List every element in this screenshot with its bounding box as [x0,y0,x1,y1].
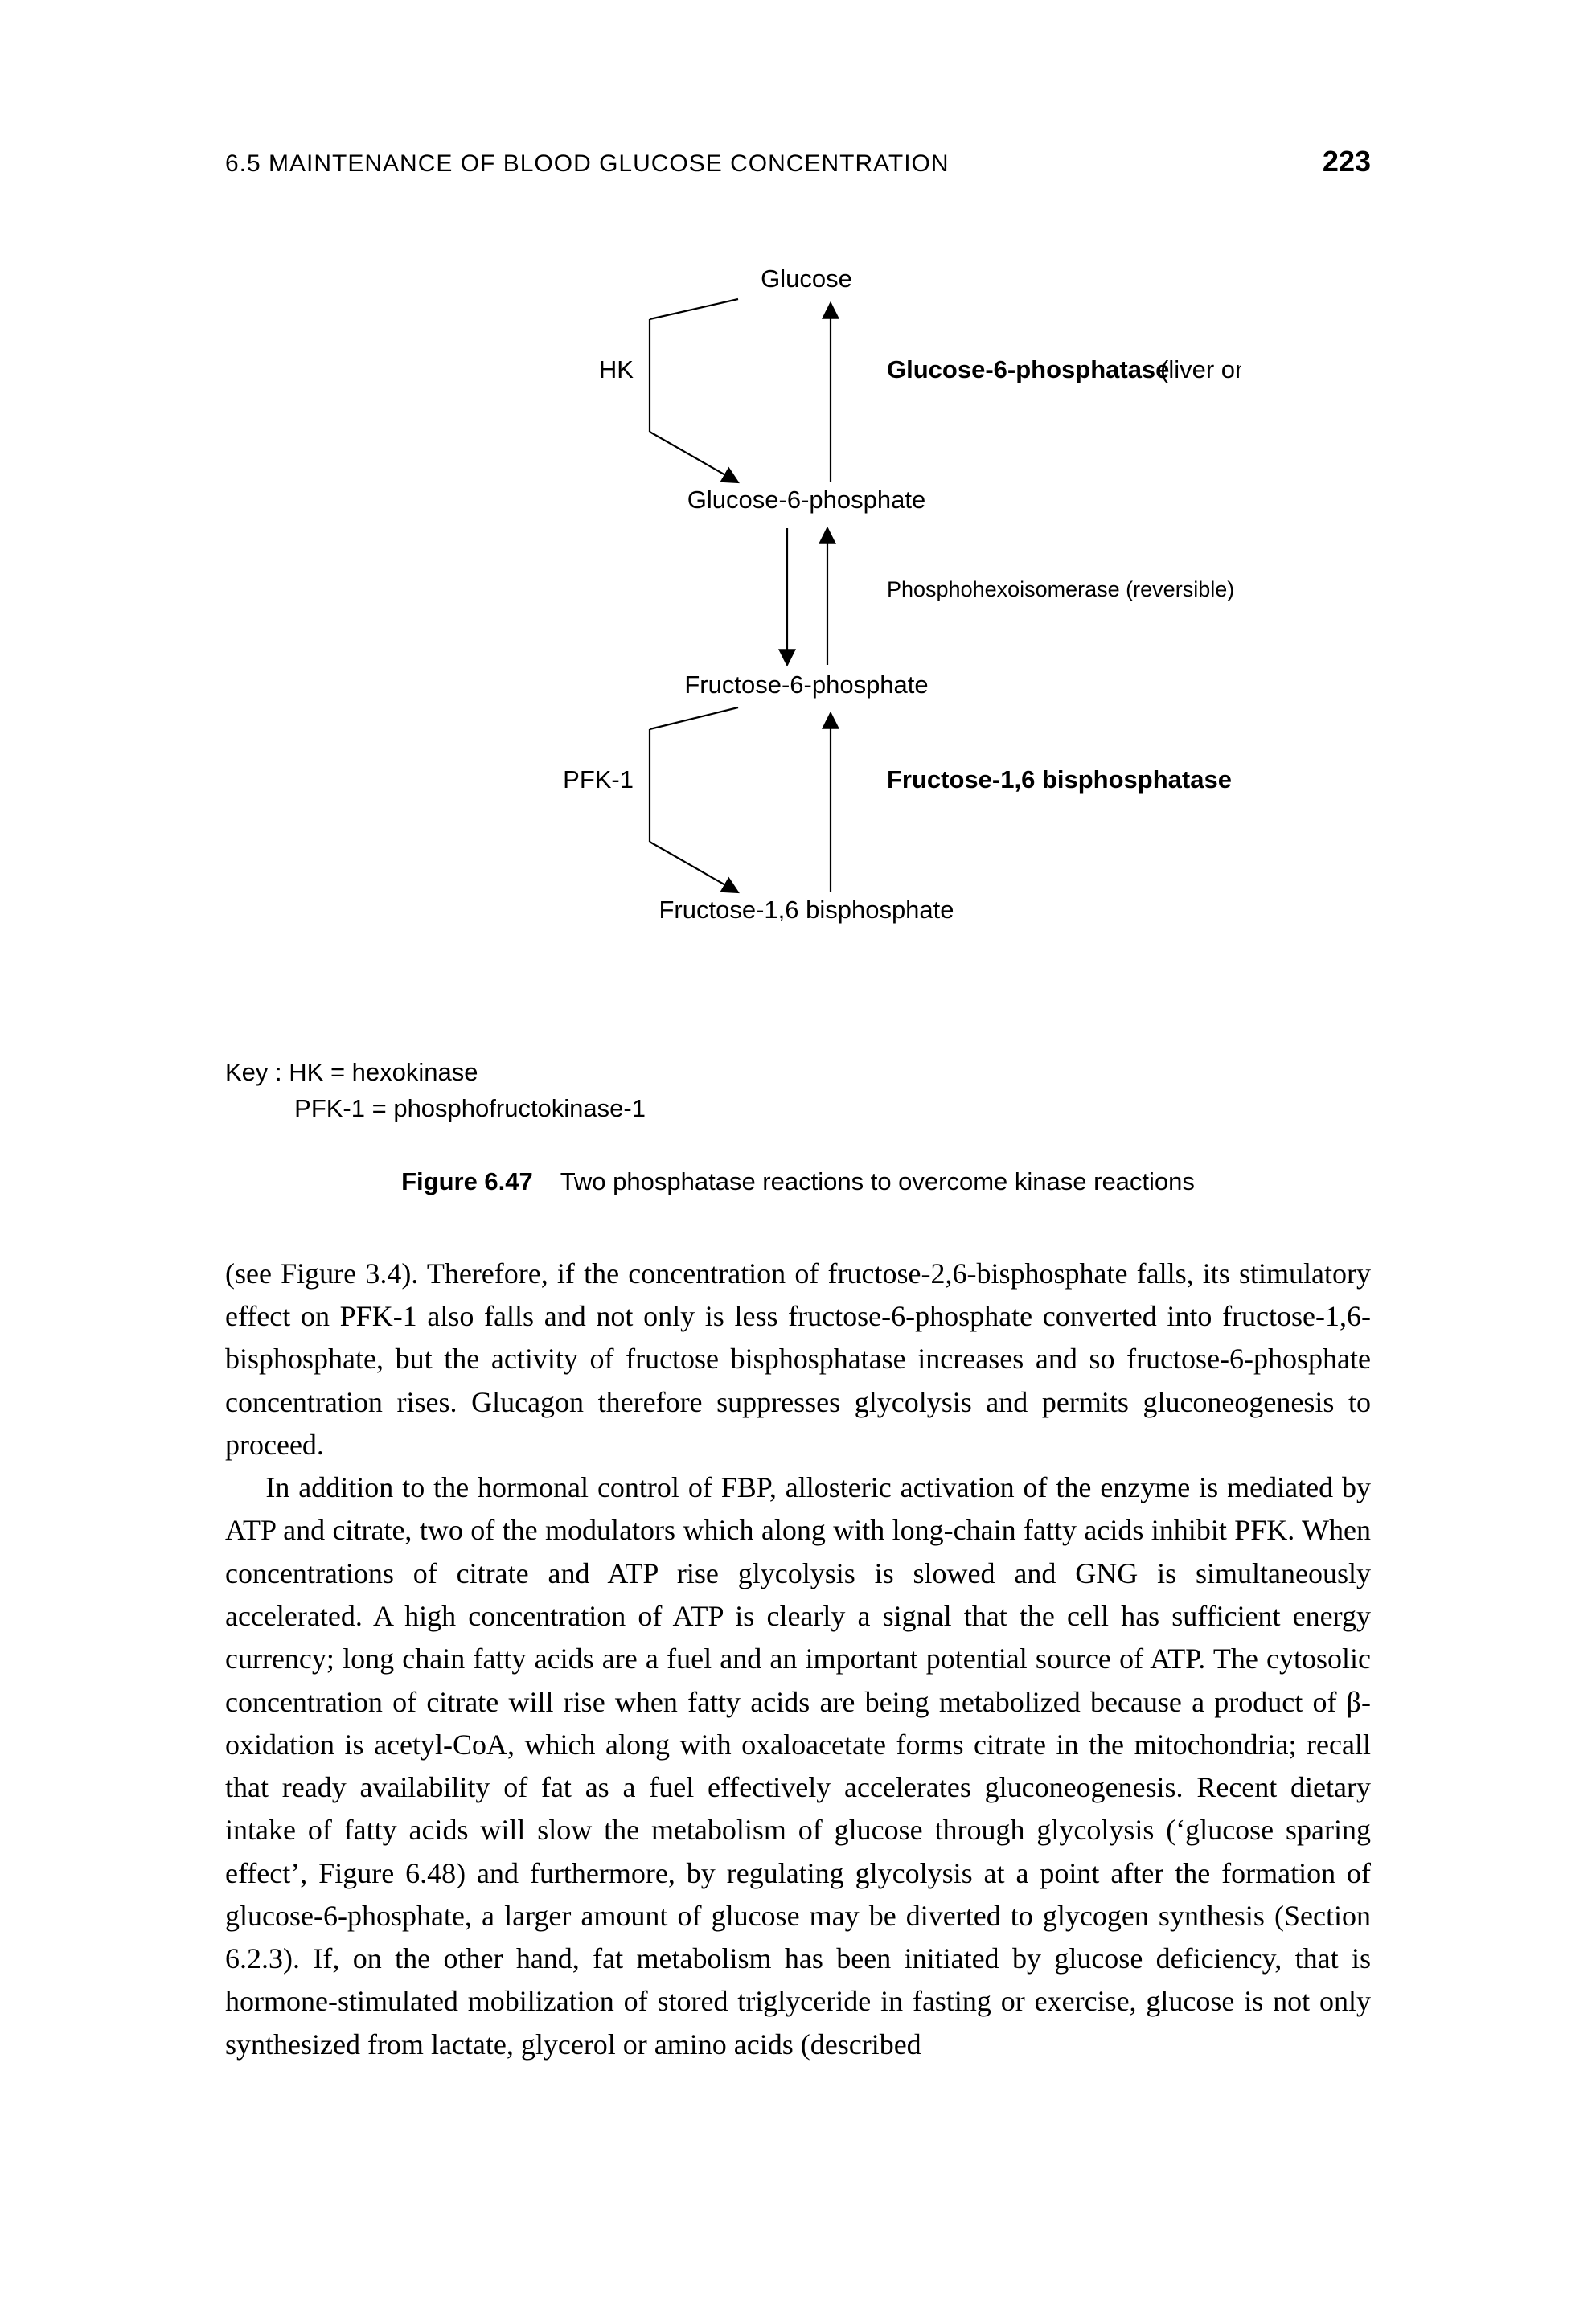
section-header: 6.5 MAINTENANCE OF BLOOD GLUCOSE CONCENT… [225,150,950,178]
figure-caption: Figure 6.47 Two phosphatase reactions to… [225,1167,1371,1196]
key-line-1: HK = hexokinase [289,1058,478,1086]
svg-text:Fructose-6-phosphate: Fructose-6-phosphate [684,670,928,699]
key-prefix: Key : [225,1058,282,1086]
svg-text:HK: HK [598,355,633,383]
svg-text:Glucose-6-phosphate: Glucose-6-phosphate [687,486,925,514]
svg-text:Fructose-1,6 bisphosphatase: Fructose-1,6 bisphosphatase [887,765,1232,794]
page-number: 223 [1323,145,1371,178]
figure-caption-text: Two phosphatase reactions to overcome ki… [560,1167,1195,1195]
running-header: 6.5 MAINTENANCE OF BLOOD GLUCOSE CONCENT… [225,145,1371,178]
diagram-key: Key : HK = hexokinase PFK-1 = phosphofru… [225,1055,1371,1127]
svg-text:PFK-1: PFK-1 [563,765,634,794]
paragraph-1: (see Figure 3.4). Therefore, if the conc… [225,1253,1371,1466]
svg-text:Glucose: Glucose [761,265,852,293]
svg-text:Glucose-6-phosphatase: Glucose-6-phosphatase [887,355,1169,383]
svg-text:(liver only): (liver only) [1160,355,1241,383]
svg-text:Fructose-1,6 bisphosphate: Fructose-1,6 bisphosphate [659,896,954,924]
key-line-2: PFK-1 = phosphofructokinase-1 [294,1094,646,1122]
paragraph-2: In addition to the hormonal control of F… [225,1466,1371,2066]
figure-label: Figure 6.47 [401,1167,533,1195]
svg-text:Phosphohexoisomerase (reversib: Phosphohexoisomerase (reversible) [887,577,1234,601]
body-text: (see Figure 3.4). Therefore, if the conc… [225,1253,1371,2066]
pathway-diagram: Glucose Glucose-6-phosphate Fructose-6-pho… [356,243,1241,1007]
